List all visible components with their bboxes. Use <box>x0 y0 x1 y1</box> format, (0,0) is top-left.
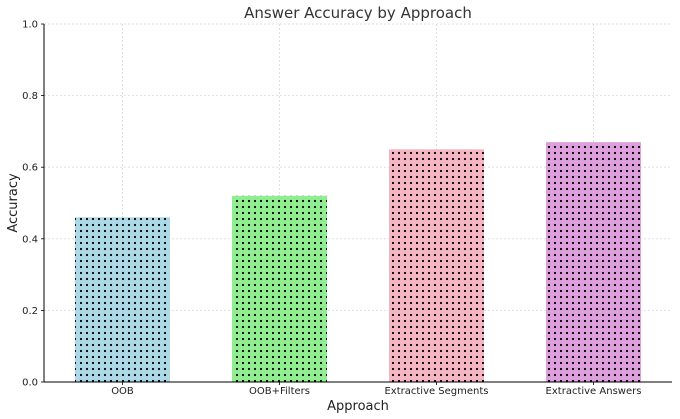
bar-pattern <box>75 217 170 382</box>
y-tick-label: 0.4 <box>22 234 38 245</box>
bars <box>75 142 641 382</box>
bar-pattern <box>389 149 484 382</box>
y-tick-label: 0.8 <box>22 91 38 102</box>
x-tick-label: OOB <box>111 386 134 397</box>
axes <box>41 23 672 385</box>
chart-title: Answer Accuracy by Approach <box>244 4 472 22</box>
bar-pattern <box>546 142 641 382</box>
y-tick-label: 0.0 <box>22 378 38 389</box>
x-tick-label: OOB+Filters <box>249 386 310 397</box>
y-tick-label: 1.0 <box>22 20 38 31</box>
x-axis-label: Approach <box>327 399 389 414</box>
y-tick-labels: 0.0 0.2 0.4 0.6 0.8 1.0 <box>22 20 38 389</box>
x-tick-label: Extractive Segments <box>384 386 488 397</box>
x-tick-label: Extractive Answers <box>546 386 642 397</box>
y-axis-label: Accuracy <box>6 173 21 233</box>
bar-pattern <box>232 195 327 382</box>
y-tick-label: 0.6 <box>22 163 38 174</box>
y-tick-label: 0.2 <box>22 306 38 317</box>
x-tick-labels: OOB OOB+Filters Extractive Segments Extract… <box>111 386 641 397</box>
